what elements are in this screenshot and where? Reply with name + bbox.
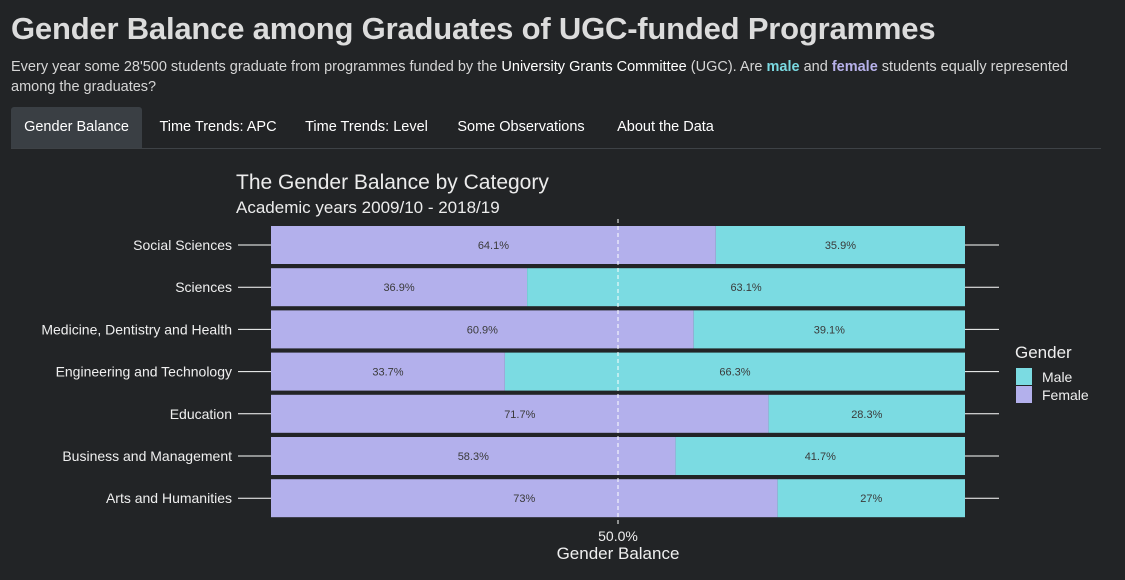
category-label: Arts and Humanities [106, 490, 232, 506]
tab-time-trends-apc[interactable]: Time Trends: APC [159, 119, 277, 135]
data-label-male: 28.3% [851, 409, 882, 421]
bar-female [271, 352, 505, 391]
data-label-female: 33.7% [372, 367, 403, 379]
subtitle-text: (UGC). Are [686, 59, 767, 75]
page-title: Gender Balance among Graduates of UGC-fu… [11, 11, 936, 46]
data-label-female: 64.1% [478, 240, 509, 252]
chart-title: The Gender Balance by Category [236, 171, 549, 194]
category-label: Education [170, 406, 232, 422]
data-label-female: 73% [513, 493, 535, 505]
bar-male [693, 310, 965, 349]
bar-male [527, 268, 965, 307]
ugc-name: University Grants Committee [501, 59, 687, 75]
category-label: Medicine, Dentistry and Health [41, 321, 232, 337]
female-highlight: female [831, 59, 878, 75]
tab-about-the-data[interactable]: About the Data [617, 119, 714, 135]
subtitle-text: and [799, 59, 832, 75]
male-highlight: male [766, 59, 800, 75]
category-label: Social Sciences [133, 237, 232, 253]
data-label-male: 63.1% [730, 282, 761, 294]
bar-male [715, 226, 965, 264]
category-label: Business and Management [62, 448, 232, 464]
legend-swatch-male [1016, 368, 1032, 385]
bar-female [271, 268, 528, 307]
subtitle-text: students equally represented among the g… [11, 59, 1069, 95]
bar-male [504, 352, 965, 391]
x-axis-title: Gender Balance [557, 544, 680, 563]
legend-swatch-female [1016, 386, 1032, 403]
legend-label-female: Female [1042, 387, 1089, 403]
data-label-male: 41.7% [805, 451, 836, 463]
bar-male [777, 479, 965, 518]
tab-time-trends-level[interactable]: Time Trends: Level [305, 119, 428, 135]
data-label-female: 60.9% [467, 324, 498, 336]
tab-gender-balance[interactable]: Gender Balance [11, 107, 142, 148]
legend-title: Gender [1015, 343, 1072, 362]
category-label: Engineering and Technology [56, 364, 232, 380]
data-label-male: 35.9% [825, 240, 856, 252]
legend-label-male: Male [1042, 369, 1073, 385]
bar-female [271, 394, 769, 433]
bar-female [271, 479, 778, 518]
bar-male [768, 394, 965, 433]
bar-female [271, 310, 694, 349]
data-label-male: 27% [860, 493, 882, 505]
tab-bar: Gender Balance Time Trends: APC Time Tre… [11, 107, 1101, 149]
chart-subtitle: Academic years 2009/10 - 2018/19 [236, 198, 500, 217]
data-label-female: 58.3% [458, 451, 489, 463]
bar-male [675, 437, 965, 475]
subtitle-text: Every year some 28'500 students graduate… [11, 59, 502, 75]
data-label-female: 71.7% [504, 409, 535, 421]
bar-female [271, 437, 676, 475]
data-label-male: 66.3% [719, 367, 750, 379]
data-label-male: 39.1% [814, 324, 845, 336]
bar-female [271, 226, 716, 264]
category-label: Sciences [175, 279, 232, 295]
tab-some-observations[interactable]: Some Observations [457, 119, 585, 135]
data-label-female: 36.9% [383, 282, 414, 294]
page-subtitle: Every year some 28'500 students graduate… [11, 57, 1101, 97]
x-tick-label: 50.0% [598, 528, 638, 544]
bars-group: Social Sciences 64.1% 35.9% Sciences 36.9% 63… [41, 226, 999, 518]
